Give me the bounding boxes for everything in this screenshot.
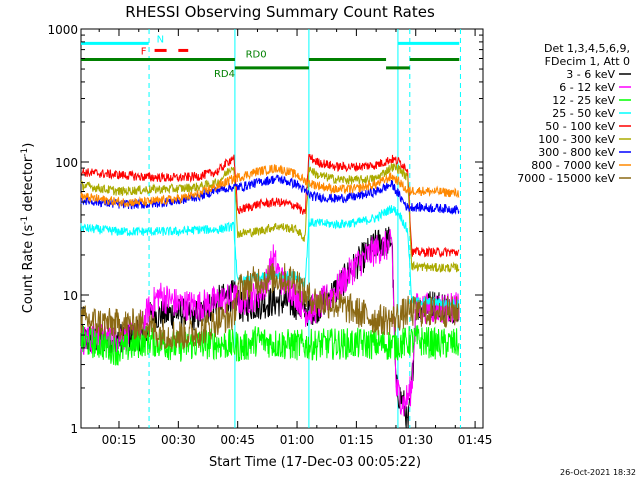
y-tick-label: 1	[70, 422, 78, 436]
flag-label-rd4: RD4	[214, 69, 235, 80]
flag-bars: NF RD0 RD4	[81, 34, 460, 80]
timestamp: 26-Oct-2021 18:32	[560, 468, 636, 477]
y-label-part3: )	[21, 143, 36, 148]
legend-label: 3 - 6 keV	[566, 68, 615, 81]
series-line	[80, 164, 460, 208]
legend-label: 300 - 800 keV	[538, 146, 615, 159]
y-axis-label: Count Rate (s-1 detector-1)	[20, 143, 36, 314]
y-axis-ticks: 1 10 100 1000	[47, 23, 483, 436]
y-label-part2: detector	[21, 156, 36, 216]
series-line	[80, 229, 460, 417]
y-label-part1: Count Rate (s	[21, 225, 36, 314]
legend-label: 6 - 12 keV	[559, 81, 615, 94]
flag-label-rd0: RD0	[246, 49, 267, 60]
legend-label: 7000 - 15000 keV	[517, 172, 615, 185]
x-tick-label: 01:30	[398, 433, 433, 447]
legend-header: FDecim 1, Att 0	[545, 55, 630, 68]
x-axis-label: Start Time (17-Dec-03 00:05:22)	[209, 455, 421, 470]
x-axis-ticks: 00:15 00:30 00:45 01:00 01:15 01:30 01:45	[98, 29, 493, 447]
series-group	[80, 154, 460, 429]
chart-title: RHESSI Observing Summary Count Rates	[125, 3, 435, 21]
legend-label: 12 - 25 keV	[552, 94, 615, 107]
y-tick-label: 100	[55, 156, 78, 170]
y-tick-label: 10	[63, 289, 78, 303]
legend-label: 800 - 7000 keV	[531, 159, 615, 172]
x-tick-label: 01:45	[458, 433, 493, 447]
series-line	[80, 325, 460, 366]
y-label-sup2: -1	[20, 148, 30, 157]
x-tick-label: 01:15	[339, 433, 374, 447]
y-label-sup1: -1	[20, 216, 30, 225]
legend-label: 25 - 50 keV	[552, 107, 615, 120]
x-tick-label: 00:15	[102, 433, 137, 447]
legend: Det 1,3,4,5,6,9,FDecim 1, Att 03 - 6 keV…	[517, 42, 631, 185]
series-line	[80, 174, 460, 216]
x-tick-label: 00:45	[220, 433, 255, 447]
legend-header: Det 1,3,4,5,6,9,	[544, 42, 630, 55]
legend-label: 100 - 300 keV	[538, 133, 615, 146]
legend-label: 50 - 100 keV	[545, 120, 615, 133]
series-line	[80, 262, 460, 350]
flag-label-n: N	[157, 34, 164, 45]
series-line	[80, 205, 460, 309]
x-tick-label: 01:00	[280, 433, 315, 447]
series-line	[80, 163, 460, 273]
flag-label-f: F	[141, 46, 147, 57]
x-tick-label: 00:30	[161, 433, 196, 447]
y-tick-label: 1000	[47, 23, 78, 37]
series-line	[80, 154, 460, 258]
